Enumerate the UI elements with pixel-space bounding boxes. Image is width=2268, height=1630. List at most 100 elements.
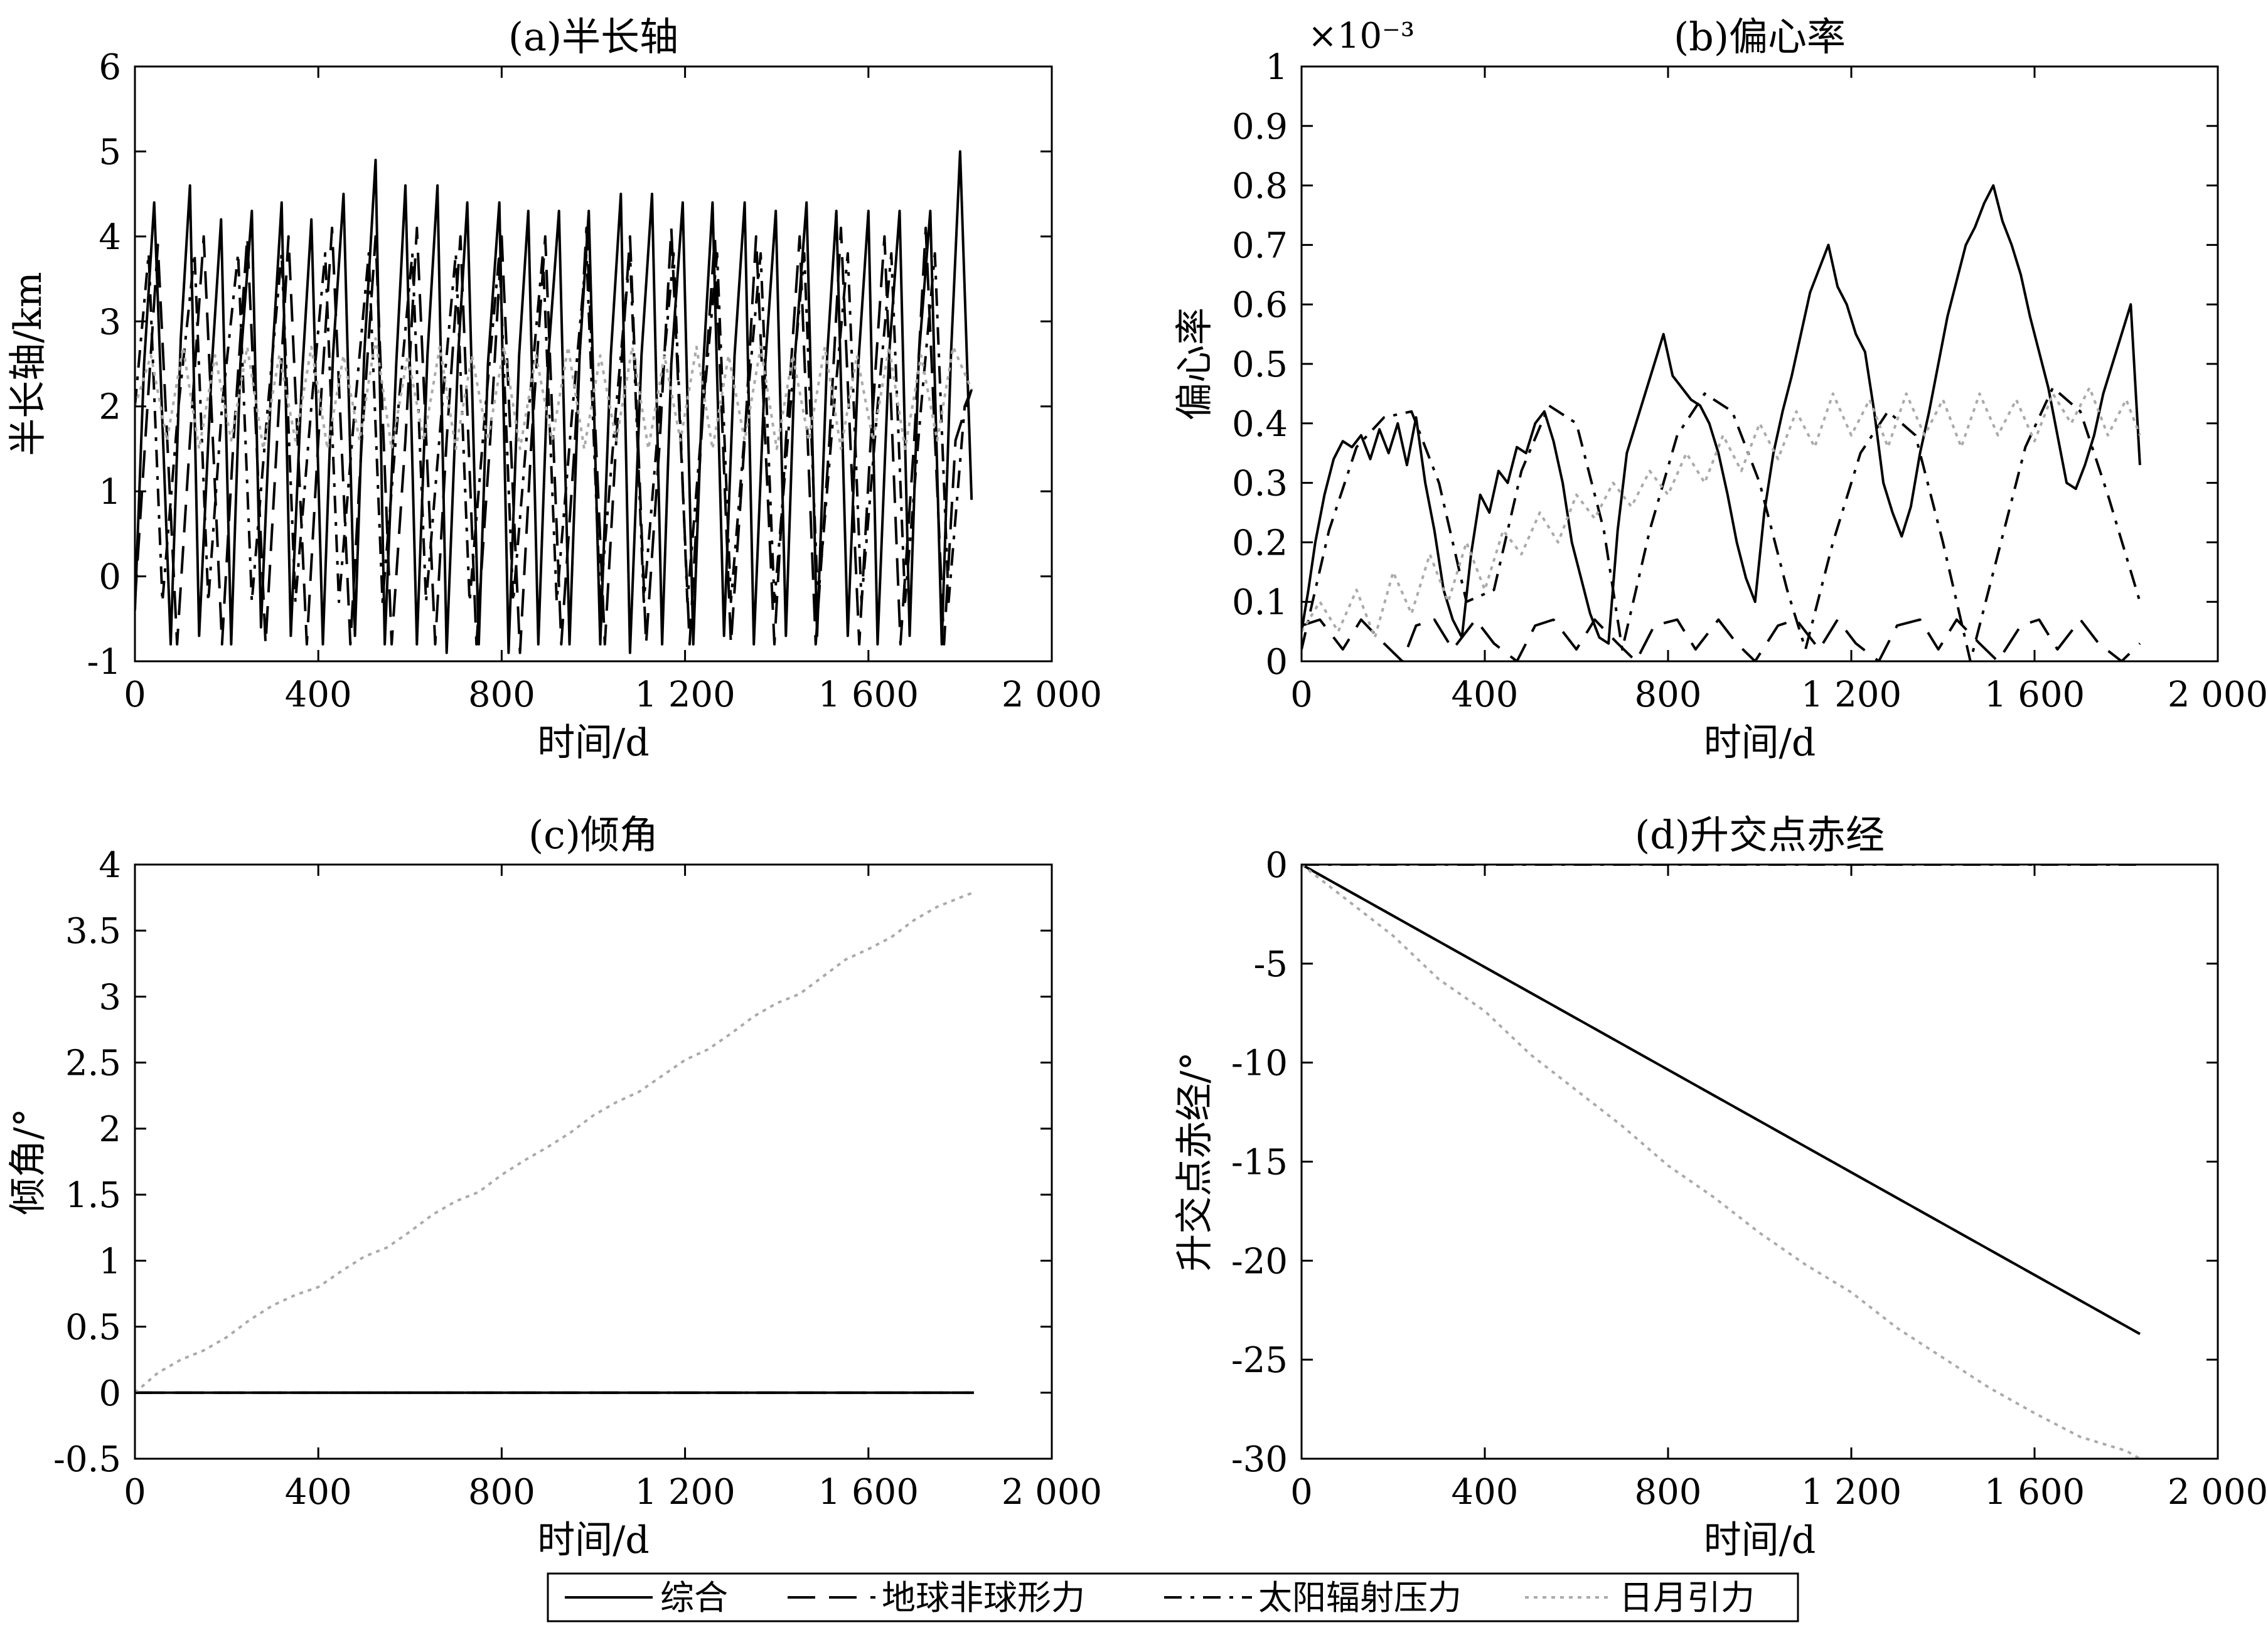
y-tick-label: -10 xyxy=(1231,1043,1288,1084)
plot-frame xyxy=(134,863,1053,1460)
y-tick-label: 2 xyxy=(99,1109,121,1150)
chart-title: (c)倾角 xyxy=(528,812,658,858)
y-tick-label: 3.5 xyxy=(65,911,121,952)
x-tick-label: 1 600 xyxy=(818,1472,919,1513)
panel-d: 0 400 800 1 200 1 600 2 000 0 -5 -10 -15 -20 -25 -30… xyxy=(1173,812,2268,1562)
x-tick-label: 1 600 xyxy=(1984,1472,2085,1513)
y-tick-label: 0.2 xyxy=(1232,523,1288,563)
x-axis-label: 时间/d xyxy=(1704,1518,1816,1562)
y-tick-label: -1 xyxy=(87,642,121,683)
panel-b: 0 400 800 1 200 1 600 2 000 0 0.1 0.2 0.3 0.4 0.5 0.… xyxy=(1173,14,2268,765)
y-tick-label: 1 xyxy=(99,1241,121,1282)
y-tick-label: 0.5 xyxy=(65,1308,121,1348)
x-tick-label: 400 xyxy=(285,674,352,715)
x-tick-label: 1 600 xyxy=(818,674,919,715)
x-tick-label: 1 200 xyxy=(1801,1472,1902,1513)
y-tick-label: 0.3 xyxy=(1232,464,1288,504)
y-axis-label: 偏心率 xyxy=(1173,307,1217,420)
y-tick-label: -30 xyxy=(1231,1439,1288,1480)
x-tick-label: 400 xyxy=(285,1472,352,1513)
y-tick-label: 0.5 xyxy=(1232,344,1288,385)
x-tick-label: 0 xyxy=(124,1472,146,1513)
y-tick-label: 1.5 xyxy=(65,1175,121,1216)
x-tick-label: 400 xyxy=(1452,674,1519,715)
legend-label-4: 日月引力 xyxy=(1619,1578,1755,1617)
x-tick-label: 0 xyxy=(1290,1472,1313,1513)
series-group xyxy=(135,891,975,1394)
legend: 综合 地球非球形力 太阳辐射压力 日月引力 xyxy=(547,1572,1799,1622)
y-axis-label: 半长轴/km xyxy=(6,272,50,455)
chart-title: (b)偏心率 xyxy=(1674,14,1846,60)
series-line-4 xyxy=(135,891,975,1394)
series-line-4 xyxy=(1302,865,2141,1459)
series-group xyxy=(135,150,973,654)
x-tick-label: 1 200 xyxy=(634,1472,735,1513)
y-tick-label: 6 xyxy=(99,47,121,88)
y-tick-label: 1 xyxy=(99,472,121,513)
panel-c: 0 400 800 1 200 1 600 2 000-0.500.511.522.533… xyxy=(6,812,1102,1562)
y-tick-label: -0.5 xyxy=(53,1439,121,1480)
y-axis-label: 倾角/° xyxy=(6,1108,50,1215)
y-tick-label: 4 xyxy=(99,217,121,258)
x-tick-label: 1 600 xyxy=(1984,674,2085,715)
series-group xyxy=(1302,184,2141,661)
y-tick-label: 0 xyxy=(99,557,121,598)
x-tick-label: 0 xyxy=(1290,674,1313,715)
chart-title: (a)半长轴 xyxy=(508,14,678,60)
y-tick-label: 0 xyxy=(1265,642,1288,683)
y-tick-label: -5 xyxy=(1253,944,1288,985)
y-tick-label: -20 xyxy=(1231,1241,1288,1282)
y-tick-label: 2.5 xyxy=(65,1043,121,1084)
y-tick-label: 5 xyxy=(99,132,121,173)
y-tick-label: 0 xyxy=(99,1373,121,1414)
y-tick-label: 1 xyxy=(1265,47,1288,88)
x-tick-label: 2 000 xyxy=(2168,674,2268,715)
y-tick-label: 0.7 xyxy=(1232,225,1288,266)
series-line-3 xyxy=(1302,386,2141,661)
x-tick-label: 1 200 xyxy=(634,674,735,715)
axis-multiplier: ×10⁻³ xyxy=(1308,16,1415,56)
series-line-4 xyxy=(135,337,973,450)
chart-title: (d)升交点赤经 xyxy=(1635,812,1885,858)
x-tick-label: 1 200 xyxy=(1801,674,1902,715)
x-tick-label: 2 000 xyxy=(1002,1472,1102,1513)
y-tick-label: -25 xyxy=(1231,1340,1288,1381)
series-line-4 xyxy=(1302,386,2141,639)
x-tick-label: 400 xyxy=(1452,1472,1519,1513)
y-tick-label: 2 xyxy=(99,387,121,428)
x-tick-label: 0 xyxy=(124,674,146,715)
series-line-2 xyxy=(1302,618,2141,661)
y-tick-label: -15 xyxy=(1231,1143,1288,1183)
x-tick-label: 800 xyxy=(468,674,535,715)
plot-frame xyxy=(1300,65,2219,663)
x-axis-label: 时间/d xyxy=(537,1518,650,1562)
x-tick-label: 800 xyxy=(1635,674,1702,715)
plot-frame xyxy=(134,65,1053,663)
series-line-2 xyxy=(1302,865,2141,1335)
x-axis-label: 时间/d xyxy=(1704,721,1816,765)
series-line-1 xyxy=(135,150,973,654)
series-line-1 xyxy=(1302,184,2141,645)
legend-label-2: 地球非球形力 xyxy=(882,1578,1085,1617)
plot-frame xyxy=(1300,863,2219,1460)
x-axis-label: 时间/d xyxy=(537,721,650,765)
series-group xyxy=(1302,865,2141,1459)
x-tick-label: 800 xyxy=(1635,1472,1702,1513)
legend-label-3: 太阳辐射压力 xyxy=(1258,1578,1462,1617)
y-tick-label: 3 xyxy=(99,302,121,343)
x-tick-label: 800 xyxy=(468,1472,535,1513)
series-line-2 xyxy=(135,226,973,654)
x-tick-label: 2 000 xyxy=(1002,674,1102,715)
panel-a: 0 400 800 1 200 1 600 2 000-10123456(a)半长轴时间/… xyxy=(6,14,1102,765)
y-tick-label: 0.6 xyxy=(1232,285,1288,326)
y-tick-label: 0.4 xyxy=(1232,404,1288,445)
x-tick-label: 2 000 xyxy=(2168,1472,2268,1513)
legend-label-1: 综合 xyxy=(660,1578,728,1617)
y-tick-label: 0 xyxy=(1265,845,1288,886)
y-tick-label: 0.1 xyxy=(1232,582,1288,623)
y-axis-label: 升交点赤经/° xyxy=(1173,1052,1217,1271)
y-tick-label: 0.8 xyxy=(1232,166,1288,207)
y-tick-label: 4 xyxy=(99,845,121,886)
y-tick-label: 3 xyxy=(99,977,121,1018)
